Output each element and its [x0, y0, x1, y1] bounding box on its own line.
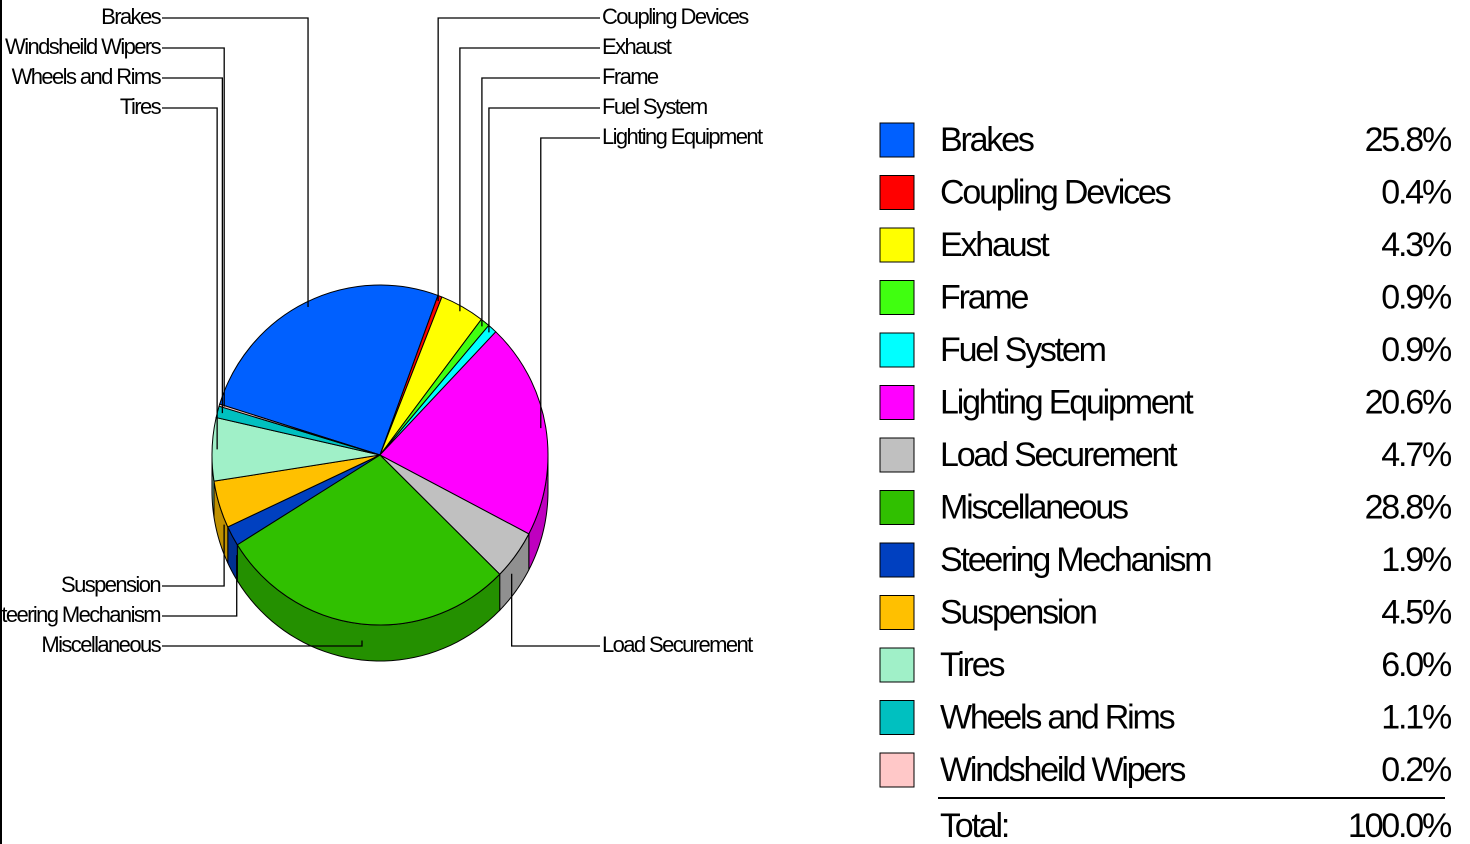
callout-label: Lighting Equipment [602, 124, 763, 149]
leader-line [162, 17, 309, 308]
legend-swatch [879, 542, 915, 578]
callout-label: Fuel System [602, 94, 707, 119]
total-label: Total: [940, 807, 1008, 844]
leader-line [511, 573, 600, 647]
slice [236, 454, 501, 626]
legend-label: Suspension [940, 593, 1096, 631]
legend-swatch [879, 700, 915, 735]
legend-value: 4.5% [1381, 593, 1452, 631]
callout-label: Load Securement [602, 632, 753, 657]
callout-label: Wheels and Rims [12, 64, 162, 89]
legend-label: Miscellaneous [940, 488, 1128, 526]
legend-value: 0.9% [1381, 331, 1452, 369]
legend-value: 28.8% [1365, 488, 1452, 526]
legend-label: Wheels and Rims [940, 698, 1175, 736]
legend-value: 0.2% [1381, 751, 1452, 789]
legend-swatch [879, 227, 915, 263]
leader-line [162, 524, 225, 587]
callout-label: Exhaust [602, 34, 672, 59]
leader-line [162, 77, 224, 414]
leader-line [162, 555, 238, 617]
callout-label: Tires [120, 94, 162, 119]
legend-swatch [879, 175, 915, 210]
legend-label: Exhaust [940, 226, 1050, 264]
slice [379, 331, 549, 535]
legend-swatch [879, 752, 915, 788]
legend-swatch [879, 490, 915, 525]
slice [219, 284, 439, 456]
legend-label: Frame [940, 278, 1029, 316]
leader-line [162, 107, 218, 450]
legend-swatch [879, 280, 915, 315]
leader-line [481, 77, 600, 327]
leader-line [488, 107, 600, 333]
legend-swatch [879, 332, 915, 368]
legend-label: Steering Mechanism [940, 541, 1211, 579]
legend-label: Load Securement [940, 436, 1178, 474]
slice [218, 403, 381, 456]
callout-label: Suspension [61, 572, 160, 597]
legend-swatch [879, 122, 915, 158]
legend-value: 25.8% [1365, 121, 1452, 159]
legend-swatch [879, 385, 915, 420]
leader-line [162, 640, 363, 647]
callout-label: Frame [602, 64, 659, 89]
legend-value: 0.9% [1381, 278, 1452, 316]
legend-value: 0.4% [1381, 173, 1452, 211]
callout-label: Steering Mechanism [0, 602, 160, 627]
legend-value: 1.1% [1381, 698, 1452, 736]
legend-label: Lighting Equipment [940, 383, 1194, 421]
legend-label: Coupling Devices [940, 173, 1171, 211]
legend-label: Windsheild Wipers [940, 751, 1185, 789]
legend-value: 4.3% [1381, 226, 1452, 264]
callout-label: Windsheild Wipers [5, 34, 162, 59]
legend-value: 4.7% [1381, 436, 1452, 474]
legend-swatch [879, 647, 915, 683]
callout-label: Miscellaneous [41, 632, 161, 657]
legend-label: Tires [940, 646, 1004, 684]
total-value: 100.0% [1348, 807, 1452, 844]
legend-label: Brakes [940, 121, 1034, 159]
legend-swatch [879, 595, 915, 630]
leader-line [459, 47, 600, 312]
legend-value: 20.6% [1365, 383, 1452, 421]
leader-line [162, 47, 225, 407]
legend-value: 1.9% [1381, 541, 1452, 579]
legend-value: 6.0% [1381, 646, 1452, 684]
leader-line [437, 17, 600, 301]
legend-swatch [879, 437, 915, 473]
callout-label: Coupling Devices [602, 4, 749, 29]
legend-label: Fuel System [940, 331, 1106, 369]
leader-line [540, 137, 600, 429]
callout-label: Brakes [101, 4, 161, 29]
